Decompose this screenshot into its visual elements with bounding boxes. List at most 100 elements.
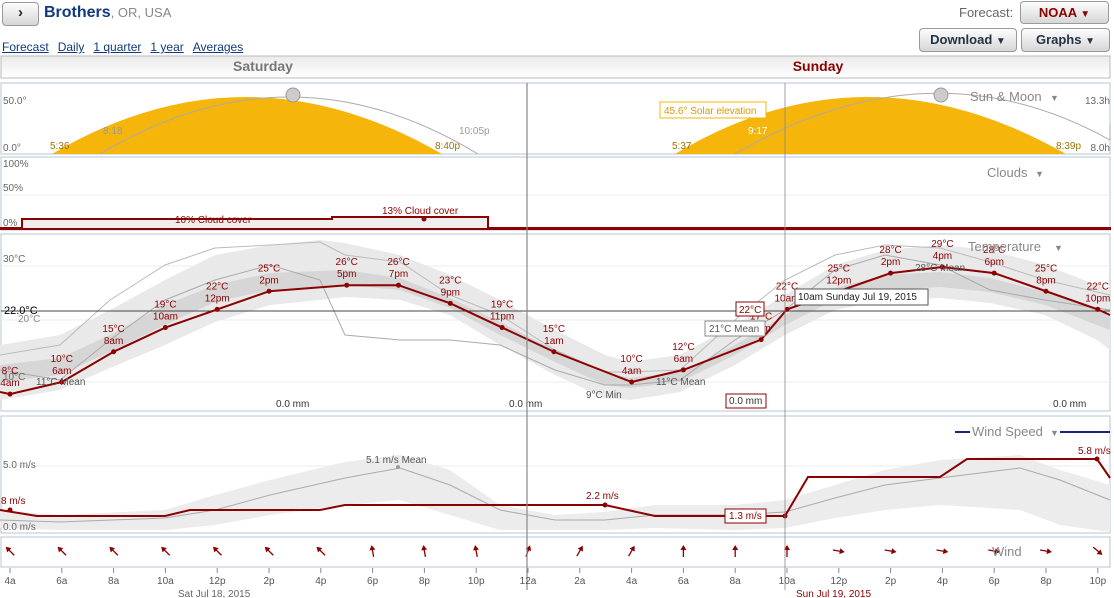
solar-callout-box xyxy=(659,101,767,119)
temp-point-value: 19°C xyxy=(491,300,513,311)
time-label: 2p xyxy=(263,576,275,587)
temp-point xyxy=(551,349,557,355)
sun-r-lo: 8.0h xyxy=(1091,143,1110,154)
expand-button[interactable]: › xyxy=(2,2,39,26)
temp-point-time: 12pm xyxy=(826,275,851,286)
min-low-label: 9°C Min xyxy=(586,390,622,401)
wind-arrow-icon xyxy=(884,548,897,555)
wind-arrow-icon xyxy=(988,548,1001,555)
chevron-down-icon[interactable]: ▼ xyxy=(1035,169,1044,179)
sunrise-sat: 5:36 xyxy=(50,141,70,152)
wind-mid-label: 2.2 m/s xyxy=(586,491,619,502)
temp-point xyxy=(836,288,842,294)
time-label: 8p xyxy=(419,576,431,587)
wind-arrow-icon xyxy=(264,546,274,556)
temp-point-value: 19°C xyxy=(154,300,176,311)
chevron-down-icon[interactable]: ▼ xyxy=(1050,428,1059,438)
temp-point xyxy=(214,306,220,312)
temp-point-time: 9am xyxy=(751,324,770,335)
wind-arrow-icon xyxy=(5,546,15,556)
wind-point xyxy=(782,513,788,519)
wind-dir-panel-title[interactable]: Wind xyxy=(992,544,1022,559)
nav-quarter[interactable]: 1 quarter xyxy=(93,40,142,54)
download-button[interactable]: Download ▼ xyxy=(919,28,1017,52)
sun-r-hi: 13.3h xyxy=(1085,96,1110,107)
time-label: 4a xyxy=(626,576,638,587)
wind-arrow-icon xyxy=(1039,548,1052,555)
temp-inner-band xyxy=(0,270,1110,388)
source-dropdown[interactable]: NOAA ▼ xyxy=(1020,1,1109,24)
clouds-panel-title[interactable]: Clouds xyxy=(987,165,1028,180)
temp-point-value: 26°C xyxy=(387,257,409,268)
sunset-sun: 8:39p xyxy=(1056,141,1081,152)
wind-arrow-icon xyxy=(421,545,428,558)
precip-tip: 0.0 mm xyxy=(729,396,762,407)
temp-point xyxy=(499,325,505,331)
temp-point-time: 11pm xyxy=(490,312,514,323)
nav-year[interactable]: 1 year xyxy=(150,40,184,54)
wind-range-band xyxy=(0,455,1110,532)
chevron-down-icon: ▼ xyxy=(1080,9,1091,20)
wind-y-0: 0.0 m/s xyxy=(3,522,36,533)
wind-arrow-icon xyxy=(1092,546,1103,555)
time-label: 4p xyxy=(315,576,327,587)
wind-end-label: 5.8 m/s xyxy=(1078,446,1111,457)
wind-arrow-icon xyxy=(57,546,67,556)
wind-y-5: 5.0 m/s xyxy=(3,460,36,471)
temp-mean-line xyxy=(0,254,1111,386)
temp-point-value: 15°C xyxy=(543,324,565,335)
temp-point-value: 29°C xyxy=(931,239,953,250)
wind-mean-point xyxy=(396,465,400,469)
temperature-panel: 22.0°C 30°C 20°C 10°C 8°C4am10°C6am15°C8… xyxy=(0,239,1111,410)
wind-start-label: 8 m/s xyxy=(1,496,25,507)
time-label: 6a xyxy=(678,576,690,587)
moonrise-sat: 8:18 xyxy=(103,126,123,137)
temp-point-value: 10°C xyxy=(620,354,642,365)
cloud-label-b: 13% Cloud cover xyxy=(382,206,459,217)
wind-speed-panel-title[interactable]: Wind Speed xyxy=(972,424,1043,439)
temperature-line xyxy=(0,266,1111,396)
cloud-label-a: 10% Cloud cover xyxy=(175,215,252,226)
temp-point-time: 10am xyxy=(153,312,178,323)
sun-moon-panel: 45.6° Solar elevation 50.0° 0.0° 13.3h 8… xyxy=(3,87,1111,155)
time-label: 2a xyxy=(574,576,586,587)
temp-point-value: 25°C xyxy=(258,263,280,274)
temp-point-time: 8pm xyxy=(1036,275,1055,286)
temp-point-value: 26°C xyxy=(336,257,358,268)
temp-point-time: 8am xyxy=(104,336,123,347)
graphs-button[interactable]: Graphs ▼ xyxy=(1021,28,1110,52)
precip-label: 0.0 mm xyxy=(509,399,542,410)
temp-point-value: 28°C xyxy=(983,245,1005,256)
wind-arrow-icon xyxy=(369,545,376,558)
wind-arrow-icon xyxy=(936,548,949,555)
nav-daily[interactable]: Daily xyxy=(57,40,85,54)
tooltip-text: 10am Sunday Jul 19, 2015 xyxy=(798,292,917,303)
time-label: 2p xyxy=(885,576,897,587)
time-label: 6a xyxy=(56,576,68,587)
time-label: 4a xyxy=(4,576,16,587)
moon-curve-sat xyxy=(99,96,479,155)
nav-forecast[interactable]: Forecast xyxy=(2,40,49,54)
sun-y-lo: 0.0° xyxy=(3,143,21,154)
cloud-cover-line xyxy=(0,216,1111,230)
chevron-down-icon: ▼ xyxy=(1085,36,1096,47)
temp-point-time: 5pm xyxy=(337,269,356,280)
time-label: 10p xyxy=(1089,576,1106,587)
wind-arrow-icon xyxy=(109,546,119,556)
wind-speed-panel: 5.0 m/s 0.0 m/s 8 m/s 5.1 m/s Mean 2.2 m… xyxy=(0,424,1111,533)
wind-arrow-icon xyxy=(832,548,845,555)
wind-arrow-icon xyxy=(576,545,583,557)
wind-point xyxy=(7,507,13,513)
sun-panel-title[interactable]: Sun & Moon xyxy=(970,89,1042,104)
temperature-panel-title[interactable]: Temperature xyxy=(968,239,1041,254)
nav-averages[interactable]: Averages xyxy=(192,40,244,54)
wind-arrow-icon xyxy=(680,545,687,557)
clouds-y-100: 100% xyxy=(3,159,29,170)
chevron-down-icon[interactable]: ▼ xyxy=(1050,93,1059,103)
moon-icon xyxy=(933,87,949,103)
moon-curve-sun xyxy=(734,92,1111,155)
wind-arrow-icon xyxy=(784,545,790,557)
chevron-down-icon[interactable]: ▼ xyxy=(1054,243,1063,253)
